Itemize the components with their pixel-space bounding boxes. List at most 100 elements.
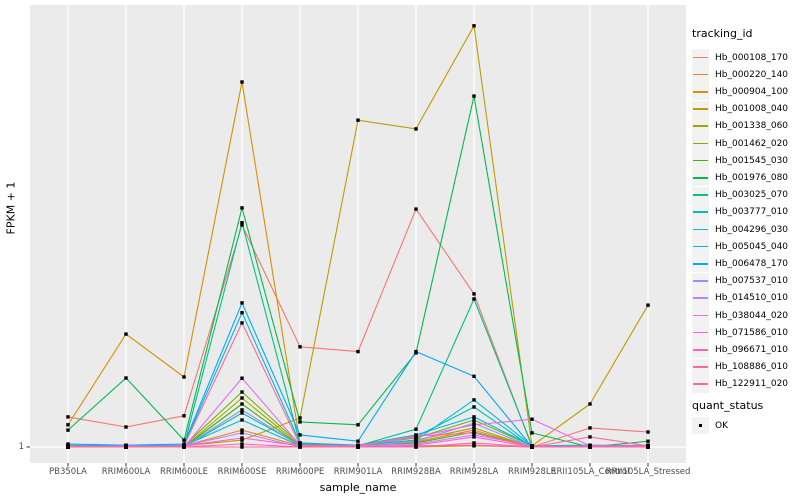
legend-entry: Hb_001545_030: [692, 152, 789, 170]
data-point: [356, 439, 360, 443]
legend-entry: Hb_014510_010: [692, 289, 789, 307]
data-point: [182, 442, 186, 446]
legend-key-swatch: [692, 49, 709, 66]
data-point: [298, 433, 302, 437]
legend-key-line-icon: [693, 366, 708, 368]
data-point: [240, 80, 244, 84]
legend-entry: Hb_096671_010: [692, 341, 789, 359]
data-point: [240, 376, 244, 380]
data-point: [240, 431, 244, 435]
legend-key-line-icon: [693, 383, 708, 386]
legend-entry-label: Hb_003777_010: [715, 207, 789, 218]
data-point: [240, 396, 244, 400]
legend-key-swatch: [692, 152, 709, 170]
legend-entry: Hb_006478_170: [692, 255, 789, 273]
legend-entry-label: Hb_007537_010: [715, 276, 789, 287]
legend-entry-label: Hb_000108_170: [715, 52, 789, 63]
data-point: [240, 428, 244, 432]
legend-key-swatch: [692, 417, 709, 434]
legend-entry-label: Hb_122911_020: [715, 379, 789, 390]
legend-key-line-icon: [693, 142, 708, 145]
x-tick-label: RRIM600LA: [101, 467, 151, 477]
legend-entry: Hb_005045_040: [692, 238, 788, 256]
legend-entry-label: Hb_006478_170: [715, 258, 789, 269]
x-axis-title: sample_name: [319, 481, 397, 494]
data-point: [66, 415, 70, 419]
legend-key-swatch: [692, 238, 709, 256]
data-point: [472, 426, 476, 430]
data-point: [240, 445, 244, 449]
data-point: [472, 415, 476, 419]
data-point: [588, 426, 592, 430]
data-point: [588, 445, 592, 449]
data-point: [66, 442, 70, 446]
data-point: [588, 402, 592, 406]
legend-key-swatch: [692, 83, 709, 101]
legend-entry-label: Hb_000904_100: [715, 86, 789, 97]
data-point: [298, 345, 302, 349]
legend-entry-label: Hb_001545_030: [715, 155, 789, 166]
data-point: [182, 375, 186, 379]
data-point: [646, 303, 650, 307]
data-point: [124, 425, 128, 429]
data-point: [472, 94, 476, 98]
legend-entry: Hb_108886_010: [692, 358, 789, 376]
legend-key-swatch: [692, 221, 709, 238]
legend-entry: Hb_001976_080: [692, 169, 789, 187]
data-point: [646, 444, 650, 448]
legend-key-line-icon: [693, 263, 708, 265]
data-point: [530, 417, 534, 421]
data-point: [124, 376, 128, 380]
data-point: [356, 349, 360, 354]
legend-entry-label: Hb_071586_010: [715, 327, 789, 338]
legend-entry-label: Hb_108886_010: [715, 362, 789, 373]
data-point: [472, 423, 476, 427]
data-point: [240, 206, 244, 210]
data-point: [124, 445, 128, 449]
legend-entry-label: Hb_001008_040: [715, 104, 789, 115]
x-tick-label: RRII105LA_Stressed: [605, 467, 691, 477]
data-point: [66, 444, 70, 448]
legend-key-line-icon: [693, 91, 708, 93]
data-point: [66, 428, 70, 432]
data-point: [414, 444, 418, 448]
legend-key-swatch: [692, 289, 709, 307]
legend-entry-label: Hb_014510_010: [715, 293, 789, 304]
data-point: [472, 431, 476, 435]
legend-key-swatch: [692, 117, 709, 135]
legend-key-line-icon: [693, 245, 708, 248]
data-point: [182, 438, 186, 442]
data-point: [240, 408, 244, 412]
legend-entry-label: Hb_001338_060: [715, 121, 789, 132]
data-point: [240, 402, 244, 406]
legend-entry: Hb_071586_010: [692, 324, 789, 342]
data-point: [298, 445, 302, 449]
legend-entry: Hb_038044_020: [692, 307, 788, 324]
legend-key-line-icon: [693, 331, 708, 334]
x-tick-label: RRIM600SE: [217, 467, 267, 477]
data-point: [472, 297, 476, 301]
legend-entry: Hb_000904_100: [692, 83, 789, 101]
legend-key-swatch: [692, 358, 709, 376]
legend-entry-label: Hb_004296_030: [715, 224, 789, 235]
legend-key-swatch: [692, 186, 709, 204]
legend-entry-label: Hb_096671_010: [715, 344, 789, 355]
data-point: [240, 442, 244, 446]
legend-title-quant-status: quant_status: [692, 399, 764, 412]
data-point: [414, 127, 418, 131]
data-point: [530, 445, 534, 449]
data-point: [472, 441, 476, 445]
data-point: [472, 435, 476, 439]
x-tick-label: RRIM928LA: [449, 467, 499, 477]
legend-key-swatch: [692, 169, 709, 187]
legend-entry: Hb_000220_140: [692, 66, 788, 84]
legend-entry: Hb_001338_060: [692, 117, 789, 135]
black-square-point-icon: [698, 423, 703, 428]
data-point: [298, 420, 302, 424]
data-point: [124, 332, 128, 336]
data-point: [472, 374, 476, 378]
data-point: [472, 292, 476, 296]
legend-entry-label: Hb_038044_020: [715, 310, 789, 321]
legend-entry: Hb_003777_010: [692, 203, 789, 221]
legend-entry-label: Hb_001976_080: [715, 172, 789, 183]
